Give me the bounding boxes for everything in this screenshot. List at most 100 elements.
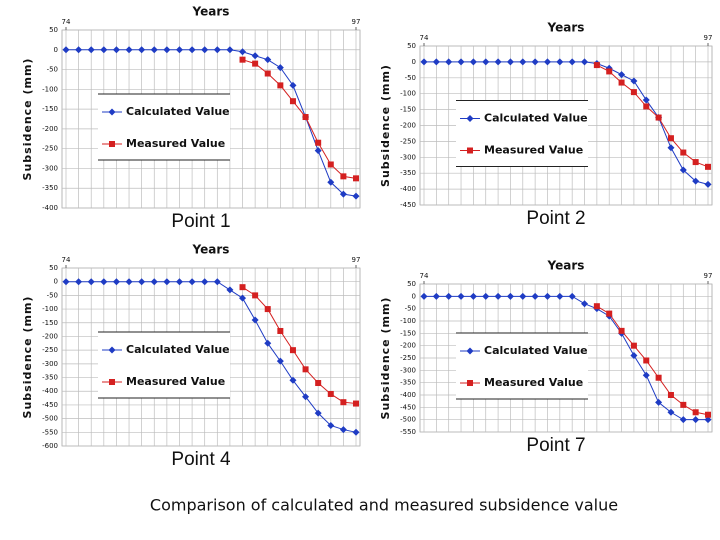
data-point bbox=[251, 52, 259, 60]
legend-label: Calculated Value bbox=[484, 112, 588, 125]
data-point bbox=[482, 58, 490, 66]
data-point bbox=[289, 81, 297, 89]
data-point bbox=[315, 380, 322, 387]
data-point bbox=[679, 166, 687, 174]
data-point bbox=[289, 347, 296, 354]
data-point bbox=[692, 177, 700, 185]
y-tick-label: -250 bbox=[42, 346, 58, 354]
y-tick-label: -500 bbox=[42, 415, 58, 423]
data-point bbox=[239, 48, 247, 56]
legend-marker bbox=[108, 108, 116, 116]
y-tick-label: -400 bbox=[42, 387, 58, 395]
y-tick-label: 50 bbox=[49, 26, 58, 34]
data-point bbox=[543, 58, 551, 66]
y-tick-label: -550 bbox=[42, 428, 58, 436]
data-point bbox=[239, 56, 246, 63]
data-point bbox=[432, 292, 440, 300]
y-tick-label: -200 bbox=[42, 125, 58, 133]
data-point bbox=[494, 292, 502, 300]
y-tick-label: -350 bbox=[400, 169, 416, 177]
x-tick-label: 74 bbox=[420, 34, 429, 42]
y-tick-label: -250 bbox=[400, 354, 416, 362]
y-tick-label: -350 bbox=[400, 379, 416, 387]
data-point bbox=[352, 428, 360, 436]
data-point bbox=[252, 292, 259, 299]
data-point bbox=[618, 327, 625, 334]
data-point bbox=[277, 82, 284, 89]
y-tick-label: -600 bbox=[42, 442, 58, 450]
series-line bbox=[596, 64, 709, 168]
y-tick-label: -250 bbox=[400, 137, 416, 145]
legend-marker bbox=[467, 147, 473, 154]
data-point bbox=[112, 278, 120, 286]
y-tick-label: 0 bbox=[54, 278, 58, 286]
data-point bbox=[506, 292, 514, 300]
data-point bbox=[581, 300, 589, 308]
data-point bbox=[327, 161, 334, 168]
y-tick-label: -100 bbox=[400, 90, 416, 98]
y-axis-title: Subsidence (mm) bbox=[379, 64, 392, 187]
legend-marker bbox=[466, 347, 474, 355]
data-point bbox=[352, 192, 360, 200]
legend-label: Measured Value bbox=[484, 376, 583, 389]
y-tick-label: -200 bbox=[42, 332, 58, 340]
y-tick-label: -100 bbox=[400, 317, 416, 325]
data-point bbox=[581, 58, 589, 66]
y-tick-label: -300 bbox=[42, 360, 58, 368]
data-point bbox=[302, 366, 309, 373]
data-point bbox=[277, 327, 284, 334]
data-point bbox=[175, 278, 183, 286]
y-tick-label: -400 bbox=[400, 185, 416, 193]
legend-marker bbox=[109, 141, 115, 147]
legend-label: Calculated Value bbox=[126, 105, 230, 118]
data-point bbox=[606, 310, 613, 317]
data-point bbox=[556, 58, 564, 66]
data-point bbox=[201, 46, 209, 54]
data-point bbox=[201, 278, 209, 286]
data-point bbox=[692, 409, 699, 416]
data-point bbox=[239, 294, 247, 302]
data-point bbox=[112, 46, 120, 54]
y-tick-label: 0 bbox=[412, 58, 416, 66]
data-point bbox=[226, 286, 234, 294]
data-point bbox=[642, 96, 650, 104]
series-line bbox=[242, 286, 357, 405]
y-tick-label: 50 bbox=[407, 42, 416, 50]
y-tick-label: -450 bbox=[400, 403, 416, 411]
data-point bbox=[289, 98, 296, 105]
data-point bbox=[138, 278, 146, 286]
y-tick-label: -400 bbox=[400, 391, 416, 399]
data-point bbox=[655, 374, 662, 381]
data-point bbox=[327, 178, 335, 186]
data-point bbox=[667, 392, 674, 398]
data-point bbox=[163, 46, 171, 54]
data-point bbox=[264, 339, 272, 347]
data-point bbox=[87, 46, 95, 54]
chart-title: Point 2 bbox=[526, 208, 585, 229]
y-tick-label: -350 bbox=[42, 374, 58, 382]
legend-box bbox=[98, 332, 230, 398]
y-tick-label: -350 bbox=[42, 184, 58, 192]
data-point bbox=[692, 416, 700, 424]
data-point bbox=[252, 60, 259, 67]
data-point bbox=[630, 342, 637, 349]
y-tick-label: 50 bbox=[407, 280, 416, 288]
data-point bbox=[213, 46, 221, 54]
data-point bbox=[339, 190, 347, 198]
legend-label: Calculated Value bbox=[484, 344, 588, 357]
data-point bbox=[302, 393, 310, 401]
data-point bbox=[667, 144, 675, 152]
x-tick-label: 97 bbox=[704, 34, 713, 42]
legend-box bbox=[456, 333, 588, 399]
data-point bbox=[643, 357, 650, 364]
legend-label: Measured Value bbox=[484, 144, 583, 157]
data-point bbox=[543, 292, 551, 300]
data-point bbox=[630, 77, 638, 85]
legend-label: Calculated Value bbox=[126, 343, 230, 356]
x-tick-label: 74 bbox=[420, 272, 429, 280]
data-point bbox=[643, 103, 650, 110]
data-point bbox=[264, 70, 271, 77]
chart-title: Point 1 bbox=[171, 211, 230, 232]
y-tick-label: -450 bbox=[42, 401, 58, 409]
y-tick-label: -150 bbox=[400, 106, 416, 114]
